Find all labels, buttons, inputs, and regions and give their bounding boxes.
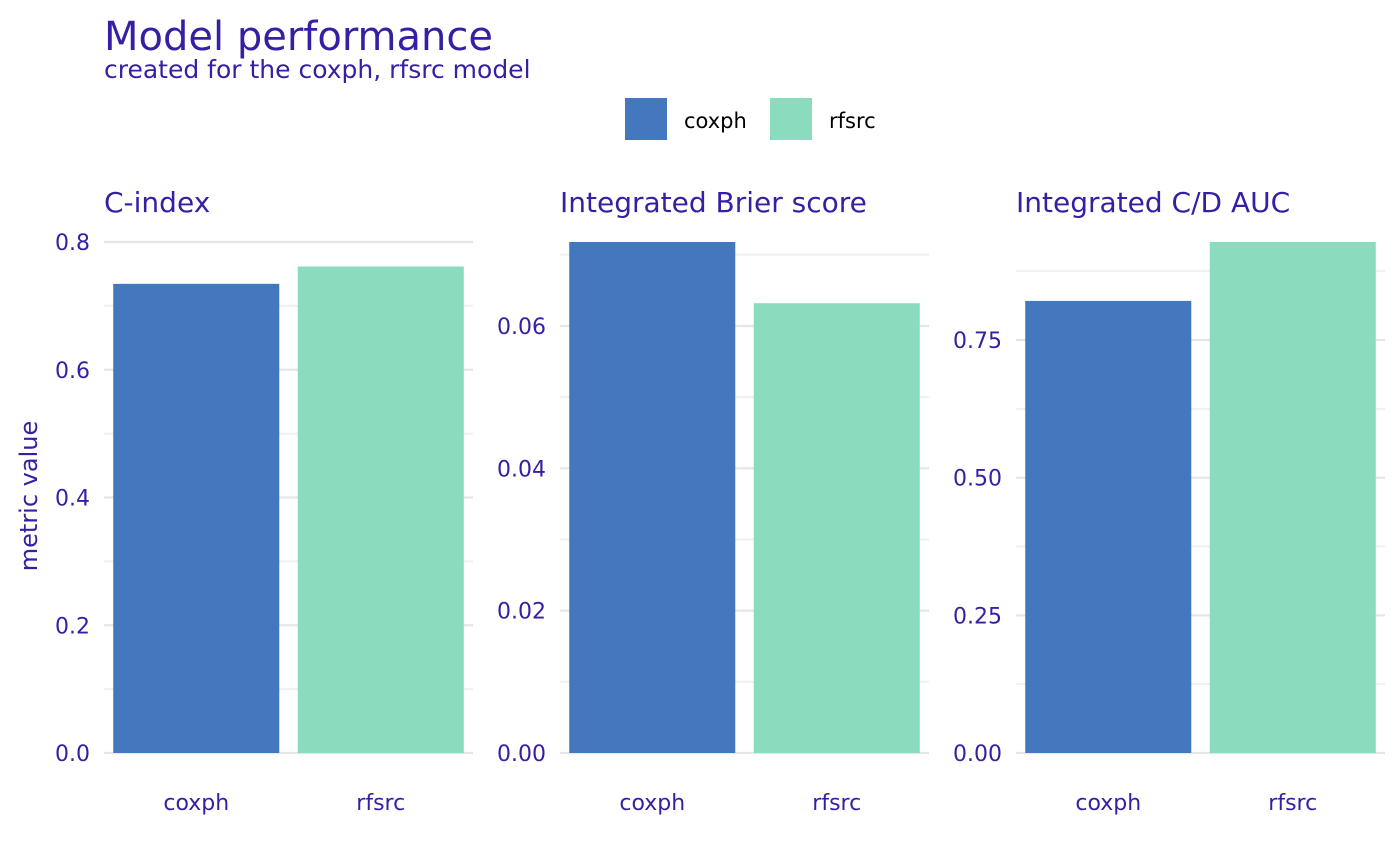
bar-coxph bbox=[1025, 300, 1192, 753]
y-tick-label: 0.2 bbox=[55, 614, 90, 639]
x-tick-label: coxph bbox=[619, 791, 685, 816]
y-tick-label: 0.50 bbox=[953, 467, 1002, 492]
y-tick-label: 0.75 bbox=[953, 329, 1002, 354]
panel-2: 0.00 0.25 0.50 0.75 coxph rfsrc Integrated C/D… bbox=[953, 186, 1385, 816]
facet-title: Integrated C/D AUC bbox=[1016, 186, 1290, 219]
y-tick-label: 0.00 bbox=[497, 742, 546, 767]
panel-1: 0.00 0.02 0.04 0.06 coxph rfsrc Integrated Bri… bbox=[497, 186, 929, 816]
legend-swatch-coxph bbox=[625, 98, 667, 140]
legend-label-rfsrc: rfsrc bbox=[829, 109, 876, 133]
bar-coxph bbox=[113, 283, 280, 753]
facet-title: Integrated Brier score bbox=[560, 186, 867, 219]
facet-panels: 0.0 0.2 0.4 0.6 0.8 coxph rfsrc C-index 0.00 0.02… bbox=[55, 186, 1385, 816]
bar-rfsrc bbox=[753, 303, 920, 753]
bar-coxph bbox=[569, 242, 736, 753]
y-tick-label: 0.8 bbox=[55, 231, 90, 256]
x-tick-label: rfsrc bbox=[356, 791, 405, 816]
y-tick-label: 0.00 bbox=[953, 742, 1002, 767]
y-tick-label: 0.6 bbox=[55, 359, 90, 384]
legend: coxph rfsrc bbox=[625, 98, 876, 140]
legend-swatch-rfsrc bbox=[770, 98, 812, 140]
chart-title: Model performance bbox=[104, 14, 493, 60]
chart-subtitle: created for the coxph, rfsrc model bbox=[104, 55, 531, 84]
panel-0: 0.0 0.2 0.4 0.6 0.8 coxph rfsrc C-index bbox=[55, 186, 473, 816]
legend-label-coxph: coxph bbox=[684, 109, 747, 133]
y-tick-label: 0.25 bbox=[953, 604, 1002, 629]
facet-title: C-index bbox=[104, 186, 210, 219]
x-tick-label: coxph bbox=[163, 791, 229, 816]
y-axis-label: metric value bbox=[15, 421, 43, 571]
bar-rfsrc bbox=[1209, 242, 1376, 753]
y-tick-label: 0.06 bbox=[497, 315, 546, 340]
y-tick-label: 0.04 bbox=[497, 457, 546, 482]
x-tick-label: rfsrc bbox=[812, 791, 861, 816]
bar-rfsrc bbox=[297, 266, 464, 753]
x-tick-label: rfsrc bbox=[1268, 791, 1317, 816]
y-tick-label: 0.4 bbox=[55, 487, 90, 512]
y-tick-label: 0.02 bbox=[497, 600, 546, 625]
y-tick-label: 0.0 bbox=[55, 742, 90, 767]
x-tick-label: coxph bbox=[1075, 791, 1141, 816]
